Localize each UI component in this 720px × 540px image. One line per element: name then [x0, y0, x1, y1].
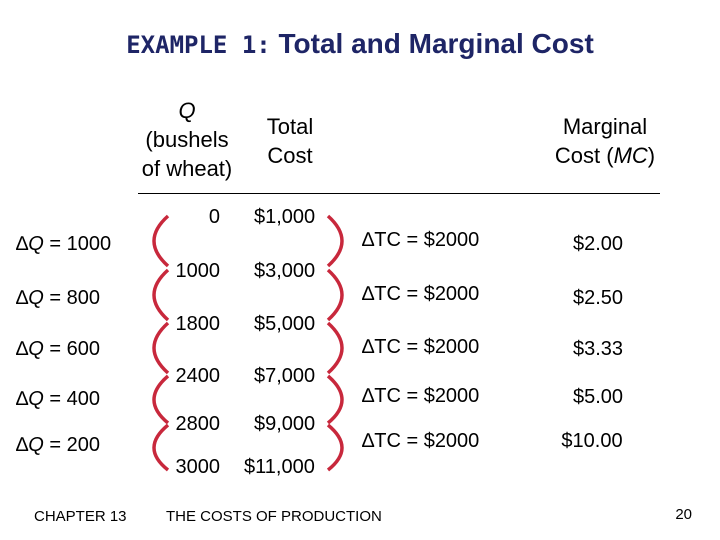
delta-tc-label: ∆TC = $2000 — [362, 229, 480, 251]
delta-q-label: ∆Q = 800 — [16, 287, 100, 309]
delta-tc-label: ∆TC = $2000 — [362, 336, 480, 358]
q-value: 2800 — [175, 413, 221, 435]
q-value: 2400 — [175, 365, 221, 387]
mc-header-1: Marginal — [562, 114, 648, 139]
q-value: 3000 — [175, 456, 221, 478]
tc-value: $5,000 — [254, 313, 316, 335]
right-arc-4 — [326, 374, 344, 425]
tc-value: $7,000 — [254, 365, 316, 387]
header-rule — [138, 193, 660, 194]
tc-header-2: Cost — [267, 143, 313, 168]
right-arc-1 — [326, 214, 344, 268]
right-arc-2 — [326, 268, 344, 322]
q-value: 1000 — [175, 260, 221, 282]
delta-q-label: ∆Q = 400 — [16, 388, 100, 410]
q-header-unit-1: (bushels — [145, 127, 229, 152]
mc-value: $2.00 — [572, 233, 624, 255]
q-value: 0 — [208, 206, 220, 228]
tc-header-1: Total — [266, 114, 314, 139]
delta-tc-label: ∆TC = $2000 — [362, 283, 480, 305]
left-arc-3 — [152, 321, 170, 375]
right-arc-3 — [326, 321, 344, 375]
tc-value: $11,000 — [244, 456, 315, 478]
q-value: 1800 — [175, 313, 221, 335]
tc-column-header: Total Cost — [250, 112, 330, 170]
right-arc-5 — [326, 423, 344, 472]
mc-column-header: Marginal Cost (MC) — [540, 112, 670, 170]
mc-header-2: Cost (MC) — [554, 143, 656, 168]
delta-q-label: ∆Q = 600 — [16, 338, 100, 360]
mc-value: $2.50 — [572, 287, 624, 309]
mc-value: $5.00 — [572, 386, 624, 408]
page-number: 20 — [675, 506, 692, 523]
mc-value: $3.33 — [572, 338, 624, 360]
left-arc-2 — [152, 268, 170, 322]
delta-q-label: ∆Q = 1000 — [16, 233, 112, 255]
mc-value: $10.00 — [561, 430, 623, 452]
q-header-unit-2: of wheat) — [141, 156, 233, 181]
footer-chapter: CHAPTER 13 — [34, 508, 127, 525]
footer-topic: THE COSTS OF PRODUCTION — [166, 508, 382, 525]
tc-value: $3,000 — [254, 260, 316, 282]
title-prefix: EXAMPLE 1: — [126, 31, 271, 59]
left-arc-4 — [152, 374, 170, 425]
left-arc-1 — [152, 214, 170, 268]
slide-title: EXAMPLE 1: Total and Marginal Cost — [0, 28, 720, 60]
left-arc-5 — [152, 423, 170, 472]
delta-tc-label: ∆TC = $2000 — [362, 385, 480, 407]
title-main: Total and Marginal Cost — [278, 28, 594, 59]
tc-value: $1,000 — [254, 206, 316, 228]
q-column-header: Q (bushels of wheat) — [134, 96, 240, 183]
delta-tc-label: ∆TC = $2000 — [362, 430, 480, 452]
delta-q-label: ∆Q = 200 — [16, 434, 100, 456]
tc-value: $9,000 — [254, 413, 316, 435]
q-header-var: Q — [178, 98, 196, 123]
